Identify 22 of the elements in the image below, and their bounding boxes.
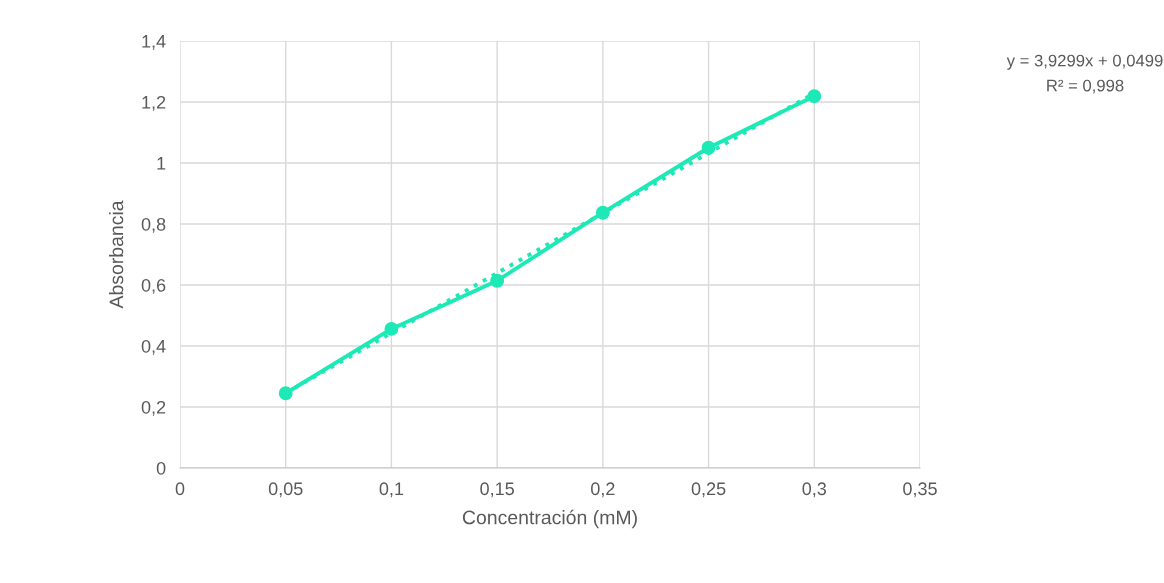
x-axis-title: Concentración (mM): [462, 509, 637, 529]
x-tick-label: 0,2: [591, 482, 615, 498]
y-tick-label: 0,4: [141, 339, 166, 355]
x-tick-label: 0,1: [379, 482, 404, 498]
y-tick-label: 0,6: [141, 278, 166, 294]
x-tick-label: 0,15: [480, 482, 514, 498]
y-tick-label: 1: [157, 157, 166, 170]
text: y = 3,9299x + 0,0499: [1006, 54, 1163, 70]
y-tick-label: 0,2: [141, 400, 166, 416]
y-tick-label: 0: [156, 461, 166, 475]
y-tick-label: 1,2: [142, 95, 166, 111]
point: [490, 273, 505, 288]
x-tick-label: 0,05: [268, 482, 303, 498]
point: [807, 89, 822, 104]
x-tick-label: 0,3: [802, 482, 827, 498]
text: R² = 0,998: [1047, 79, 1124, 94]
y-tick-label: 1,4: [142, 35, 166, 50]
y-tick-label: 0,8: [141, 217, 166, 233]
x-tick-label: 0,35: [903, 482, 937, 498]
x-tick-label: 0: [175, 482, 185, 496]
x-tick-label: 0,25: [691, 482, 726, 498]
y-axis-title: Absorbancia: [109, 200, 124, 309]
